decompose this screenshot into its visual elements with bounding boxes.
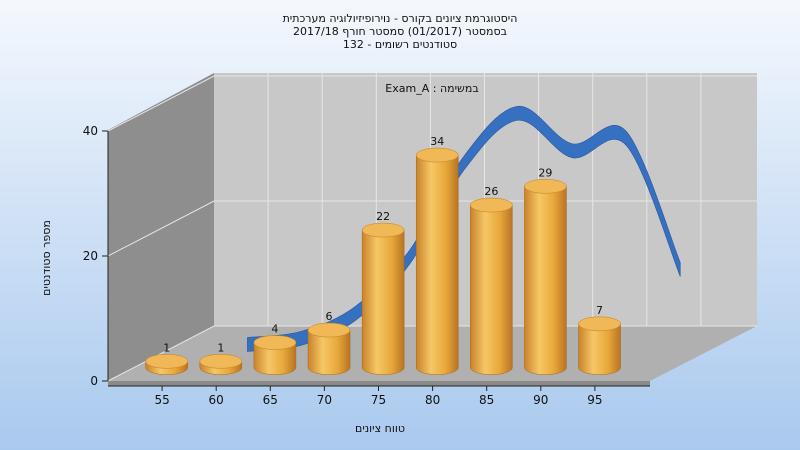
bar-body xyxy=(307,329,351,375)
gridline-y xyxy=(107,325,757,382)
y-axis-title: מספר סטודנטים xyxy=(40,220,53,296)
x-tick-label: 75 xyxy=(371,393,386,407)
bar-top xyxy=(361,222,405,238)
chart-title-line-1: היסטוגרמת ציונים בקורס - נוירופיזיולוגיה… xyxy=(283,12,518,25)
bar-top xyxy=(145,354,189,369)
y-axis-ticks: 0 20 40 xyxy=(83,124,109,388)
bar-top xyxy=(524,179,567,194)
bar-body xyxy=(470,204,513,375)
x-tick-label: 55 xyxy=(154,393,169,407)
chart-title-line-2: בסמסטר (01/2017) סמסטר חורף 2017/18 xyxy=(293,25,507,38)
bar-value-label: 4 xyxy=(271,323,278,336)
bar-top xyxy=(253,335,297,350)
x-tick-label: 80 xyxy=(425,393,440,407)
series-label: Exam_A : במשימה xyxy=(385,82,478,95)
bar-value-label: 6 xyxy=(326,310,333,323)
bar: 6 xyxy=(307,310,351,375)
bar-top xyxy=(307,322,351,338)
y-tick-label: 0 xyxy=(90,374,98,388)
left-side-wall xyxy=(108,73,214,381)
x-axis-ticks: 55 60 65 70 75 80 85 90 95 xyxy=(108,385,650,407)
bar-top xyxy=(415,147,459,163)
bar-value-label: 29 xyxy=(538,166,552,179)
bar-body xyxy=(361,229,405,375)
x-tick-label: 65 xyxy=(263,393,278,407)
x-axis-title: טווח ציונים xyxy=(355,422,405,435)
bar: 1 xyxy=(199,341,243,375)
bar-top xyxy=(470,197,513,213)
y-tick-label: 40 xyxy=(83,124,98,138)
bar-body xyxy=(253,342,297,375)
bar-value-label: 1 xyxy=(217,341,224,354)
bar: 22 xyxy=(361,210,405,375)
bar-body xyxy=(578,323,621,375)
bar-value-label: 1 xyxy=(163,341,170,354)
bar: 29 xyxy=(524,166,567,375)
bar-body xyxy=(524,186,567,375)
x-tick-label: 90 xyxy=(533,393,548,407)
distribution-ribbon xyxy=(247,105,681,352)
gridline-y xyxy=(107,75,757,132)
bar: 1 xyxy=(145,341,189,375)
bar-body xyxy=(415,154,459,375)
bar-value-label: 22 xyxy=(376,210,390,223)
chart-title-line-3: סטודנטים רשומים - 132 xyxy=(343,38,457,51)
gridline-y xyxy=(107,200,757,257)
x-tick-label: 95 xyxy=(587,393,602,407)
y-tick-label: 20 xyxy=(83,249,98,263)
bar-value-label: 7 xyxy=(596,304,603,317)
x-tick-label: 60 xyxy=(209,393,224,407)
bar: 34 xyxy=(415,135,459,375)
bar: 7 xyxy=(578,304,621,375)
bar-top xyxy=(578,316,621,332)
x-tick-label: 85 xyxy=(479,393,494,407)
floor-front-edge xyxy=(108,381,650,386)
gridlines xyxy=(107,73,757,382)
distribution-ribbon-path xyxy=(247,105,681,352)
bar-value-label: 34 xyxy=(430,135,444,148)
bar-value-label: 26 xyxy=(484,185,498,198)
bar-top xyxy=(199,354,243,369)
x-tick-label: 70 xyxy=(317,393,332,407)
bars: 1 1 4 6 22 34 26 29 7 xyxy=(145,135,621,375)
bar: 26 xyxy=(470,185,513,375)
bar: 4 xyxy=(253,323,297,375)
